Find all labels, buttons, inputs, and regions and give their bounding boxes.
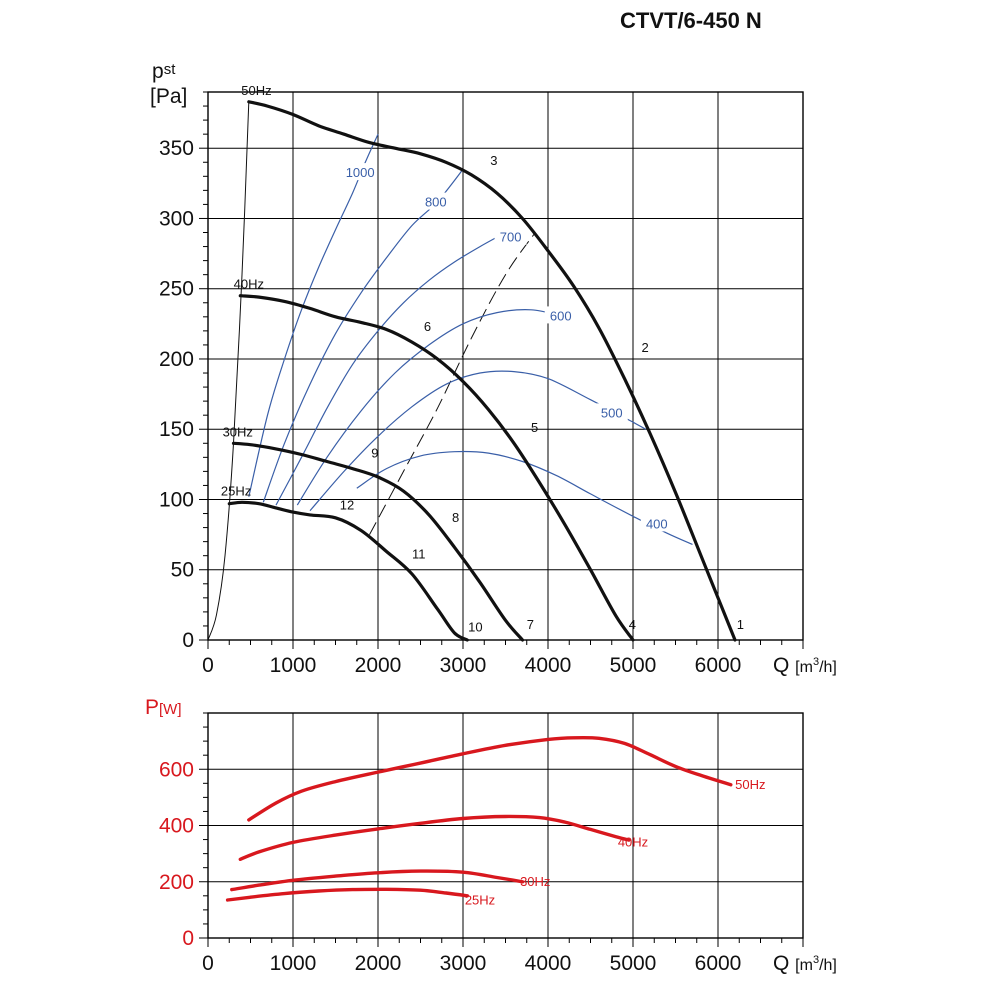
frequency-label: 25Hz (221, 483, 251, 498)
efficiency-label-bg (640, 514, 673, 532)
x-tick-label: 5000 (610, 952, 657, 975)
efficiency-label: 1000 (346, 165, 375, 180)
point-label: 8 (452, 510, 459, 525)
series-curve (231, 441, 525, 642)
x-tick-label: 3000 (440, 952, 487, 975)
y-tick-label: 200 (159, 348, 194, 371)
frequency-label: 40Hz (618, 835, 648, 850)
x-tick-label: 1000 (270, 654, 317, 677)
x-tick-label: 0 (202, 952, 214, 975)
efficiency-label-bg (344, 163, 377, 181)
frequency-label: 25Hz (465, 892, 495, 907)
x-tick-label: 4000 (525, 952, 572, 975)
x-tick-label: 6000 (695, 952, 742, 975)
x-tick-label: 5000 (610, 654, 657, 677)
x-tick-label: 3000 (440, 654, 487, 677)
point-label: 3 (490, 153, 497, 168)
point-label: 9 (371, 445, 378, 460)
y-tick-label: 600 (159, 758, 194, 781)
x-axis-label: Q [m3/h] (773, 654, 837, 677)
point-label: 10 (468, 620, 482, 635)
point-label: 12 (340, 497, 354, 512)
point-label: 7 (527, 617, 534, 632)
point-label: 6 (424, 319, 431, 334)
x-tick-label: 6000 (695, 654, 742, 677)
x-tick-label: 1000 (270, 952, 317, 975)
y-axis-label: P[W] (145, 696, 182, 719)
efficiency-label: 500 (601, 405, 623, 420)
y-tick-label: 400 (159, 815, 194, 838)
point-label: 11 (412, 547, 426, 562)
frequency-label: 50Hz (735, 777, 765, 792)
frequency-label: 30Hz (223, 424, 253, 439)
series-curve (247, 100, 737, 642)
y-tick-label: 200 (159, 871, 194, 894)
x-tick-label: 2000 (355, 654, 402, 677)
y-tick-label: 300 (159, 207, 194, 230)
chart-title: CTVT/6-450 N (620, 8, 762, 33)
x-tick-label: 4000 (525, 654, 572, 677)
point-label: 2 (642, 340, 649, 355)
y-axis-label: pst (152, 60, 176, 83)
frequency-label: 30Hz (520, 874, 550, 889)
efficiency-line (296, 309, 561, 506)
y-axis-unit: [Pa] (150, 85, 187, 108)
x-tick-label: 2000 (355, 952, 402, 975)
series-curve (227, 500, 469, 642)
efficiency-label-bg (544, 306, 577, 324)
y-tick-label: 0 (182, 629, 194, 652)
series-curve (225, 887, 469, 902)
series-curve (238, 814, 631, 861)
efficiency-label-bg (595, 403, 628, 421)
point-label: 1 (737, 617, 744, 632)
y-tick-label: 350 (159, 137, 194, 160)
series-curve (238, 294, 635, 642)
point-label: 5 (531, 420, 538, 435)
system-line (369, 232, 536, 535)
frequency-label: 50Hz (241, 83, 271, 98)
efficiency-label: 800 (425, 195, 447, 210)
point-label: 4 (629, 617, 636, 632)
y-tick-label: 150 (159, 418, 194, 441)
y-tick-label: 0 (182, 927, 194, 950)
efficiency-label: 700 (500, 230, 522, 245)
efficiency-label: 600 (550, 308, 572, 323)
frequency-label: 40Hz (234, 277, 264, 292)
x-axis-label: Q [m3/h] (773, 952, 837, 975)
x-tick-label: 0 (202, 654, 214, 677)
efficiency-label: 400 (646, 516, 668, 531)
y-tick-label: 250 (159, 278, 194, 301)
series-curve (230, 869, 525, 892)
efficiency-line (275, 231, 506, 506)
efficiency-label-bg (494, 227, 527, 245)
y-tick-label: 50 (171, 559, 194, 582)
efficiency-label-bg (419, 192, 452, 210)
series-curve (247, 735, 733, 822)
y-tick-label: 100 (159, 488, 194, 511)
